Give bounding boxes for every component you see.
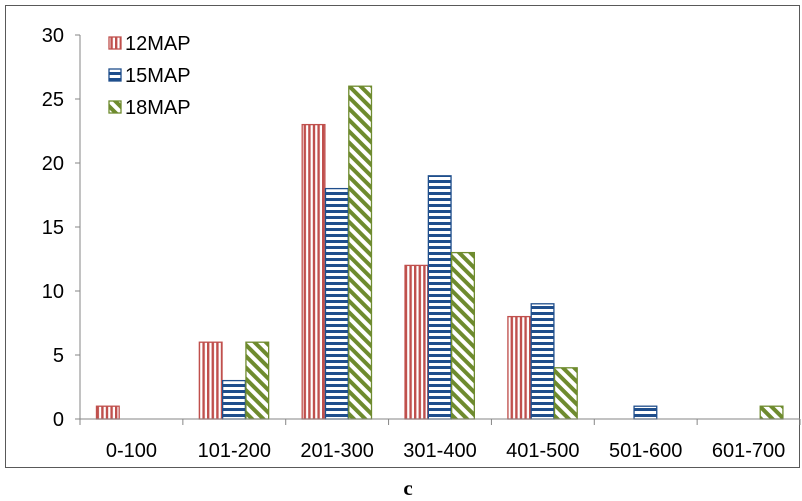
bar-12map-101-200 (198, 341, 223, 420)
legend-label: 12MAP (125, 33, 191, 55)
y-tick-label: 5 (53, 345, 64, 367)
legend-item-12map: 12MAP (108, 33, 191, 55)
bars-group (95, 85, 784, 420)
x-tick-label: 0-100 (106, 440, 157, 462)
bar-18map-301-400 (450, 251, 475, 420)
legend-marker (108, 36, 122, 50)
bar-15map-201-300 (324, 187, 349, 420)
bar-18map-601-700 (759, 405, 784, 420)
x-tick-label: 401-500 (506, 440, 579, 462)
bar-15map-101-200 (221, 379, 246, 420)
x-tick-label: 201-300 (300, 440, 373, 462)
legend-label: 15MAP (125, 65, 191, 87)
y-tick-label: 30 (42, 25, 64, 47)
x-tick-label: 601-700 (712, 440, 785, 462)
legend-item-18map: 18MAP (108, 97, 191, 119)
bar-15map-501-600 (633, 405, 658, 420)
y-tick-label: 0 (53, 409, 64, 431)
x-tick-label: 101-200 (198, 440, 271, 462)
bar-12map-401-500 (507, 315, 532, 420)
bar-18map-401-500 (553, 367, 578, 420)
axes-group (75, 34, 801, 425)
chart-frame (5, 5, 800, 468)
y-tick-label: 10 (42, 281, 64, 303)
tick-labels-group: 0 5 10 15 20 25 30 0-100 101-200 201-300 301-400 40… (42, 25, 786, 462)
y-tick-label: 25 (42, 89, 64, 111)
legend: 12MAP 15MAP 18MAP (108, 33, 191, 119)
x-tick-label: 301-400 (403, 440, 476, 462)
bar-18map-201-300 (348, 85, 373, 420)
bar-15map-301-400 (427, 175, 452, 420)
bar-12map-0-100 (95, 405, 120, 420)
bar-12map-301-400 (404, 264, 429, 420)
x-tick-label: 501-600 (609, 440, 682, 462)
legend-marker (108, 68, 122, 82)
legend-label: 18MAP (125, 97, 191, 119)
legend-marker (108, 100, 122, 114)
bar-12map-201-300 (301, 123, 326, 420)
bar-18map-101-200 (245, 341, 270, 420)
figure-caption: c (403, 476, 412, 500)
y-tick-label: 15 (42, 217, 64, 239)
y-tick-label: 20 (42, 153, 64, 175)
legend-item-15map: 15MAP (108, 65, 191, 87)
bar-15map-401-500 (530, 303, 555, 420)
